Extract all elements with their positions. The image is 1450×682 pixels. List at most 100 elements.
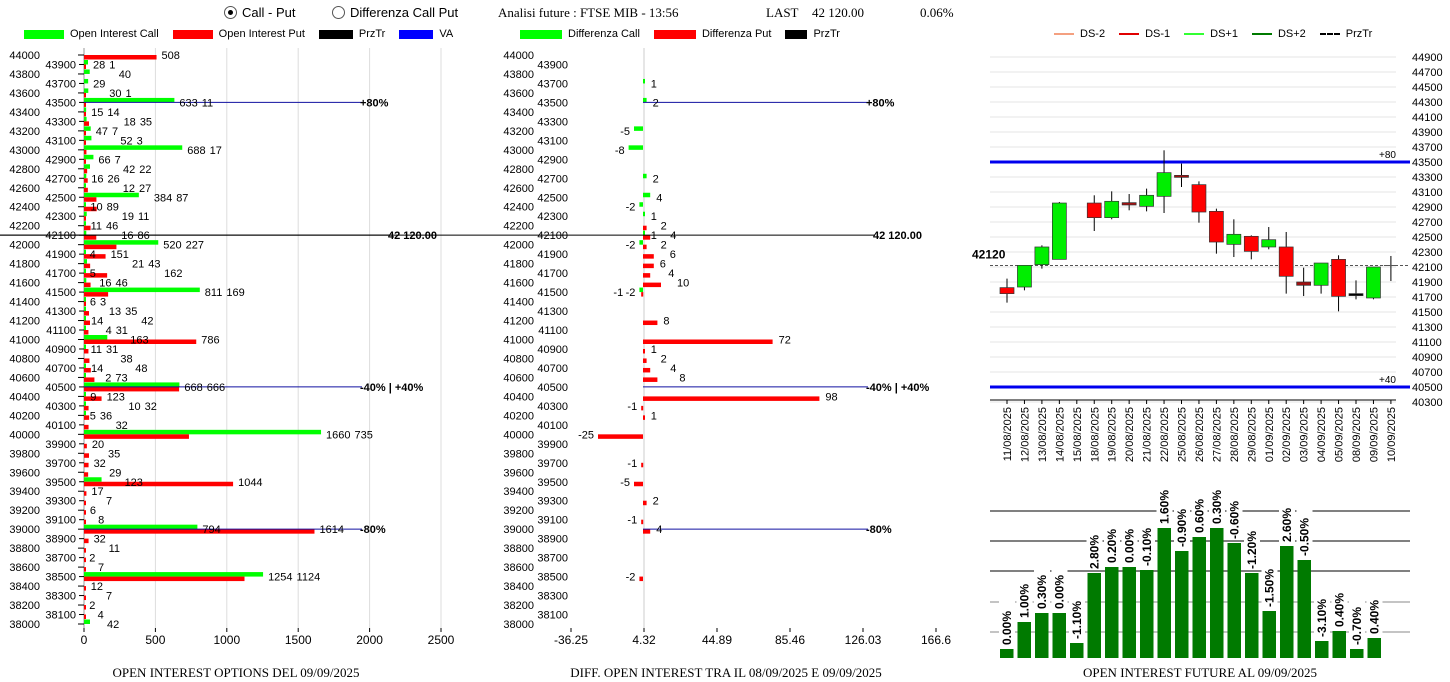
put-bar xyxy=(84,481,234,487)
y-tick-label: 42500 xyxy=(537,192,568,204)
put-value-label: 169 xyxy=(226,287,244,299)
legend-item: Open Interest Put xyxy=(172,28,305,40)
call-value-label: 384 xyxy=(154,192,172,204)
put-bar xyxy=(84,102,86,107)
diff-put-bar-label: -5 xyxy=(620,477,630,489)
call-bar xyxy=(84,145,183,150)
chart-title-oi-options: OPEN INTEREST OPTIONS DEL 09/09/2025 xyxy=(112,665,360,680)
put-bar xyxy=(84,605,86,610)
y-tick-label: 41900 xyxy=(537,249,568,261)
y-tick-label: 43500 xyxy=(537,97,568,109)
oi-future-bar xyxy=(1105,567,1119,658)
diff-call-bar xyxy=(628,145,643,150)
y-tick-label: 39600 xyxy=(9,467,40,479)
call-value-label: 811 xyxy=(205,287,223,299)
call-value-label: 10 xyxy=(90,202,102,214)
call-value-label: 40 xyxy=(119,69,131,81)
oi-future-bar xyxy=(1140,570,1154,658)
put-bar xyxy=(84,149,87,155)
y-tick-label: 40800 xyxy=(503,353,534,365)
bar-label-bg xyxy=(1139,520,1155,566)
put-bar xyxy=(84,130,86,136)
y-tick-label: 38200 xyxy=(9,600,40,612)
call-bar xyxy=(84,173,87,179)
diff-call-bar-label: 1 xyxy=(651,211,657,223)
date-label: 05/09/2025 xyxy=(1334,407,1346,462)
candle-body xyxy=(1313,262,1329,286)
last-label: LAST xyxy=(766,5,799,20)
put-value-label: 32 xyxy=(94,458,106,470)
put-value-label: 786 xyxy=(201,335,219,347)
call-value-label: 11 xyxy=(91,221,102,233)
diff-put-bar-label: -1 xyxy=(613,287,623,299)
oi-future-bar-label: 0.00% xyxy=(1123,529,1137,563)
put-bar xyxy=(84,55,157,60)
put-bar xyxy=(84,244,117,250)
put-value-label: 1614 xyxy=(319,524,343,536)
call-value-label: 16 xyxy=(121,230,133,242)
put-bar xyxy=(84,519,86,525)
y-tick-label: 43700 xyxy=(1412,142,1443,154)
radio-differenza-call-put[interactable]: Differenza Call Put xyxy=(332,5,458,20)
level-label: +80 xyxy=(1379,150,1396,161)
y-tick-label: 41700 xyxy=(1412,292,1443,304)
put-value-label: 11 xyxy=(109,543,120,555)
put-bar xyxy=(84,301,86,307)
diff-put-bar-label: -1 xyxy=(627,515,637,527)
diff-put-bar-label: 8 xyxy=(663,316,669,328)
date-label: 19/08/2025 xyxy=(1107,407,1119,462)
put-bar xyxy=(84,510,86,515)
call-bar xyxy=(84,287,200,293)
diff-call-bar xyxy=(634,126,643,131)
x-tick-label: 2500 xyxy=(428,633,455,647)
call-bar xyxy=(84,268,86,274)
put-value-label: 6 xyxy=(90,505,96,517)
diff-call-bar xyxy=(639,240,643,245)
legend-item: Open Interest Call xyxy=(24,28,159,40)
candle-body xyxy=(1226,233,1242,245)
candle-body xyxy=(1331,259,1346,297)
diff-put-bar xyxy=(643,235,651,240)
legend-label: Differenza Put xyxy=(701,28,772,40)
oi-future-bar xyxy=(1350,649,1364,658)
y-tick-label: 41800 xyxy=(9,259,40,271)
legend-label: DS+1 xyxy=(1210,28,1238,40)
bar-label-bg xyxy=(1314,591,1330,637)
y-tick-label: 44000 xyxy=(9,50,40,62)
call-value-label: 688 xyxy=(187,145,205,157)
y-tick-label: 43900 xyxy=(45,59,76,71)
candle-body xyxy=(1296,281,1312,286)
y-tick-label: 40900 xyxy=(1412,352,1443,364)
put-value-label: 1124 xyxy=(297,572,321,584)
y-tick-label: 41900 xyxy=(1412,277,1443,289)
call-value-label: 123 xyxy=(125,477,143,489)
diff-put-bar-label: 8 xyxy=(679,372,685,384)
y-tick-label: 40200 xyxy=(9,410,40,422)
put-bar xyxy=(84,434,189,439)
y-tick-label: 41400 xyxy=(9,297,40,309)
legend-candles: DS-2 DS-1 DS+1 DS+2 PrzTr xyxy=(1054,28,1386,40)
y-tick-label: 38400 xyxy=(503,581,534,593)
call-bar xyxy=(84,249,86,255)
y-tick-label: 42300 xyxy=(45,211,76,223)
y-tick-label: 42200 xyxy=(9,221,40,233)
y-tick-label: 43800 xyxy=(503,69,534,81)
y-tick-label: 38600 xyxy=(9,562,40,574)
oi-future-bar-label: -1.10% xyxy=(1070,601,1084,639)
call-bar xyxy=(84,391,86,397)
diff-call-bar xyxy=(639,287,643,293)
radio-call-put[interactable]: Call - Put xyxy=(224,5,295,20)
legend-item: DS-2 xyxy=(1054,28,1105,40)
x-tick-label: 1000 xyxy=(213,633,240,647)
y-tick-label: 44000 xyxy=(503,50,534,62)
call-bar xyxy=(84,278,87,283)
y-tick-label: 42500 xyxy=(1412,232,1443,244)
legend-item: PrzTr xyxy=(785,28,840,40)
y-tick-label: 40300 xyxy=(45,401,76,413)
date-label: 18/08/2025 xyxy=(1089,407,1101,462)
y-tick-label: 41500 xyxy=(537,287,568,299)
oi-future-bar-label: -1.20% xyxy=(1245,531,1259,569)
oi-future-bar-label: 2.60% xyxy=(1280,508,1294,542)
y-tick-label: 43900 xyxy=(537,59,568,71)
legend-label: DS-2 xyxy=(1080,28,1106,40)
